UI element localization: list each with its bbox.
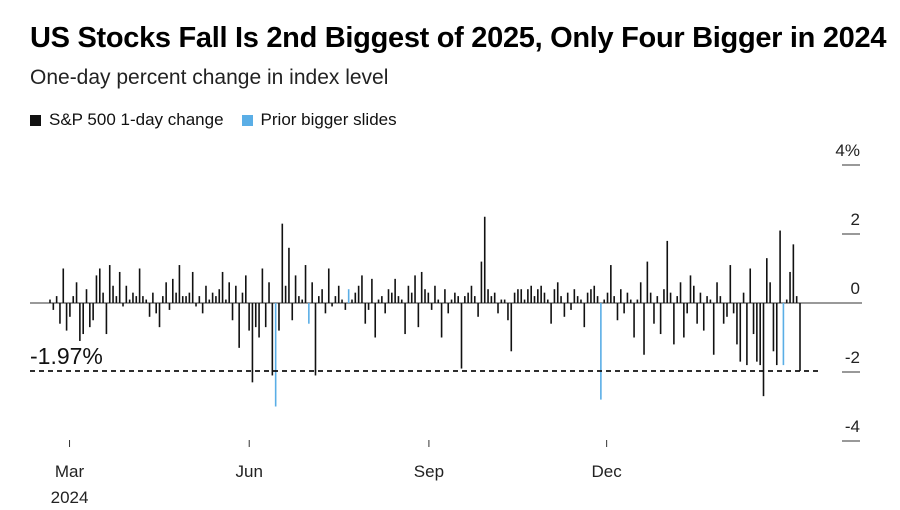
y-tick-label: 4%	[835, 141, 860, 160]
legend-item-prior: Prior bigger slides	[241, 110, 397, 130]
y-tick-label: -4	[845, 417, 860, 436]
x-tick-label: Mar	[55, 462, 85, 481]
chart-title: US Stocks Fall Is 2nd Biggest of 2025, O…	[30, 22, 887, 54]
x-tick-sublabel: 2024	[51, 488, 89, 507]
x-tick-label: Jun	[236, 462, 263, 481]
y-tick-label: 0	[851, 279, 860, 298]
legend-swatch-prior	[241, 114, 253, 126]
legend-item-sp500: S&P 500 1-day change	[30, 110, 224, 130]
legend-label-prior: Prior bigger slides	[260, 110, 397, 129]
chart-subtitle: One-day percent change in index level	[30, 66, 389, 89]
legend: S&P 500 1-day change Prior bigger slides	[30, 110, 415, 130]
y-tick-label: -2	[845, 348, 860, 367]
x-tick-label: Sep	[414, 462, 444, 481]
x-tick-label: Dec	[592, 462, 623, 481]
legend-swatch-sp500	[30, 114, 41, 126]
legend-label-sp500: S&P 500 1-day change	[49, 110, 224, 129]
y-tick-label: 2	[851, 210, 860, 229]
reference-line-label: -1.97%	[30, 343, 103, 369]
